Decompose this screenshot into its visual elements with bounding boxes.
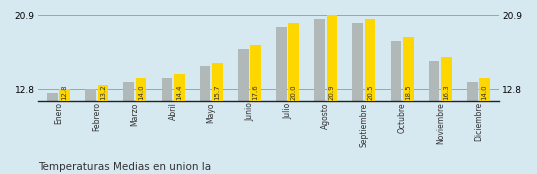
Bar xyxy=(98,85,108,101)
Bar xyxy=(162,78,172,101)
Text: Temperaturas Medias en union la: Temperaturas Medias en union la xyxy=(38,162,211,172)
Bar xyxy=(212,63,223,101)
Bar xyxy=(200,66,211,101)
Bar xyxy=(60,89,70,101)
Bar xyxy=(250,45,261,101)
Bar xyxy=(365,19,375,101)
Bar xyxy=(429,61,439,101)
Text: 20.5: 20.5 xyxy=(367,84,373,100)
Bar xyxy=(441,57,452,101)
Text: 14.4: 14.4 xyxy=(176,84,182,100)
Bar xyxy=(326,15,337,101)
Bar xyxy=(124,82,134,101)
Bar xyxy=(276,27,287,101)
Text: 16.3: 16.3 xyxy=(444,84,449,100)
Text: 12.8: 12.8 xyxy=(62,84,68,100)
Text: 13.2: 13.2 xyxy=(100,84,106,100)
Bar xyxy=(174,74,185,101)
Bar xyxy=(314,19,325,101)
Bar xyxy=(136,78,147,101)
Text: 20.0: 20.0 xyxy=(291,84,296,100)
Bar xyxy=(479,78,490,101)
Bar xyxy=(352,23,363,101)
Text: 18.5: 18.5 xyxy=(405,84,411,100)
Text: 14.0: 14.0 xyxy=(482,84,488,100)
Text: 14.0: 14.0 xyxy=(138,84,144,100)
Bar xyxy=(288,23,299,101)
Bar xyxy=(467,82,477,101)
Bar xyxy=(238,49,249,101)
Text: 17.6: 17.6 xyxy=(252,84,258,100)
Bar xyxy=(47,93,58,101)
Bar xyxy=(390,41,401,101)
Bar xyxy=(85,89,96,101)
Text: 15.7: 15.7 xyxy=(214,84,220,100)
Bar xyxy=(403,37,413,101)
Text: 20.9: 20.9 xyxy=(329,84,335,100)
